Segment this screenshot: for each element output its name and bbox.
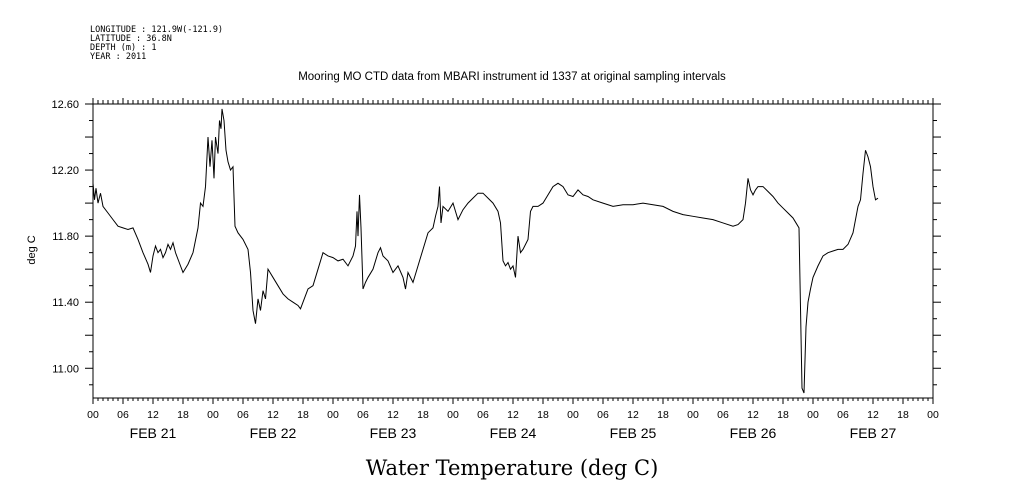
day-label: FEB 26 <box>730 425 777 441</box>
y-tick-label: 11.80 <box>52 231 79 243</box>
day-label: FEB 21 <box>130 425 177 441</box>
y-ticks <box>85 103 941 386</box>
x-tick-label: 00 <box>207 409 219 421</box>
x-tick-label: 12 <box>387 409 399 421</box>
top-minor-ticks <box>92 98 934 404</box>
x-tick-label: 00 <box>807 409 819 421</box>
plot-frame <box>92 103 934 399</box>
x-tick-label: 18 <box>777 409 789 421</box>
x-tick-label: 00 <box>327 409 339 421</box>
header-info: LONGITUDE : 121.9W(-121.9) LATITUDE : 36… <box>90 25 223 62</box>
x-tick-label: 06 <box>837 409 849 421</box>
header-latitude: LATITUDE : 36.8N <box>90 34 172 44</box>
x-tick-label: 06 <box>477 409 489 421</box>
x-tick-label: 06 <box>237 409 249 421</box>
x-axis-label: Water Temperature (deg C) <box>366 456 659 480</box>
temperature-line <box>92 108 879 394</box>
x-tick-label: 00 <box>927 409 939 421</box>
y-tick-label: 12.20 <box>51 165 79 177</box>
x-tick-label: 06 <box>597 409 609 421</box>
y-tick-label: 11.40 <box>52 297 79 309</box>
x-tick-label: 06 <box>357 409 369 421</box>
x-tick-label: 18 <box>297 409 309 421</box>
x-tick-label: 18 <box>537 409 549 421</box>
x-tick-label: 00 <box>447 409 459 421</box>
x-tick-label: 12 <box>267 409 279 421</box>
header-year: YEAR : 2011 <box>90 52 146 62</box>
day-label: FEB 27 <box>850 425 897 441</box>
day-label: FEB 22 <box>250 425 297 441</box>
header-depth: DEPTH (m) : 1 <box>90 43 157 53</box>
x-tick-label: 12 <box>507 409 519 421</box>
x-tick-label: 12 <box>627 409 639 421</box>
x-tick-label: 12 <box>747 409 759 421</box>
chart-title: Mooring MO CTD data from MBARI instrumen… <box>298 71 726 83</box>
x-tick-label: 12 <box>867 409 879 421</box>
x-tick-label: 12 <box>147 409 159 421</box>
x-tick-label: 00 <box>687 409 699 421</box>
x-tick-labels: 00 06 12 18 00 06 12 18 00 06 12 18 00 06 12 18 00 06 12 18… <box>87 409 939 421</box>
y-tick-labels: 11.00 11.40 11.80 12.20 12.60 <box>51 99 79 375</box>
x-tick-label: 06 <box>117 409 129 421</box>
x-tick-label: 18 <box>177 409 189 421</box>
day-label: FEB 24 <box>490 425 537 441</box>
header-longitude: LONGITUDE : 121.9W(-121.9) <box>90 25 223 35</box>
x-tick-label: 00 <box>567 409 579 421</box>
x-tick-label: 18 <box>657 409 669 421</box>
x-tick-label: 00 <box>87 409 99 421</box>
day-labels: FEB 21 FEB 22 FEB 23 FEB 24 FEB 25 FEB 26 FEB … <box>130 425 897 441</box>
y-tick-label: 11.00 <box>52 363 79 375</box>
x-tick-label: 18 <box>417 409 429 421</box>
day-label: FEB 25 <box>610 425 657 441</box>
day-label: FEB 23 <box>370 425 417 441</box>
y-axis-label: deg C <box>26 235 38 264</box>
y-tick-label: 12.60 <box>51 99 79 111</box>
x-tick-label: 06 <box>717 409 729 421</box>
x-tick-label: 18 <box>897 409 909 421</box>
